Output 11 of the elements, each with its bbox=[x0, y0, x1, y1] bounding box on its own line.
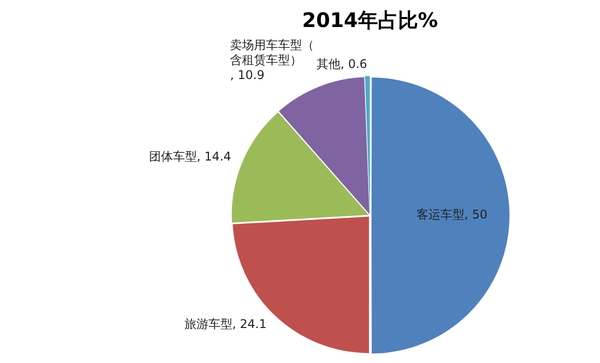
slice-label: 团体车型 bbox=[148, 150, 197, 164]
slice-label: 客运车型 bbox=[416, 208, 464, 222]
chart-title: 2014年占比% bbox=[302, 8, 438, 32]
data-label: , 14.4 bbox=[196, 150, 232, 164]
data-label: , 0.6 bbox=[340, 57, 368, 72]
slice-label: 卖场用车车型（含租赁车型） bbox=[230, 38, 314, 67]
slice-label: 旅游车型 bbox=[184, 317, 232, 332]
data-label: , 24.1 bbox=[232, 317, 267, 332]
slice-label: 其他 bbox=[316, 57, 340, 72]
data-label: , 10.9 bbox=[230, 68, 265, 82]
data-label: , 50 bbox=[464, 208, 488, 222]
